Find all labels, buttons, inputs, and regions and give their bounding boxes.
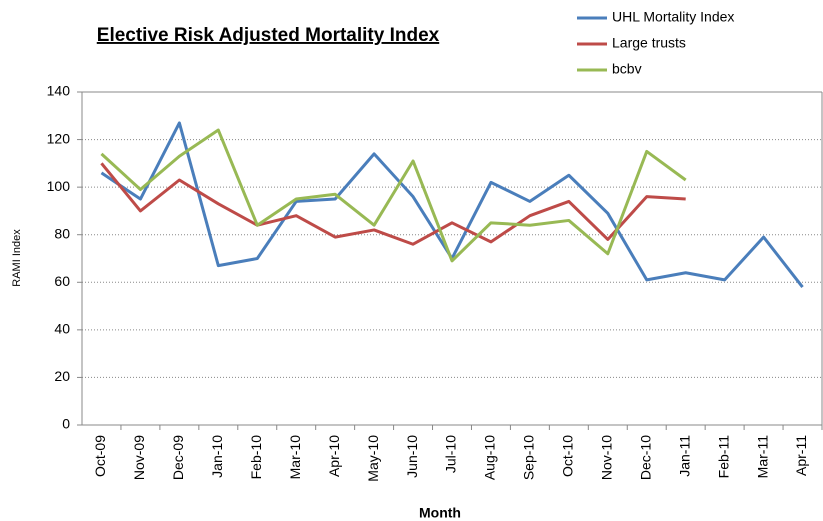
x-tick-label: Jun-10 (404, 435, 420, 478)
y-tick-label: 120 (47, 130, 71, 146)
x-tick-label: Feb-10 (248, 435, 264, 480)
y-tick-label: 100 (47, 178, 71, 194)
y-tick-label: 20 (54, 368, 70, 384)
x-axis-label: Month (419, 505, 461, 521)
x-tick-label: Feb-11 (715, 435, 731, 479)
legend-label: Large trusts (612, 35, 686, 51)
series-line (100, 162, 686, 246)
y-tick-label: 80 (54, 225, 70, 241)
y-tick-label: 40 (54, 321, 70, 337)
x-tick-label: Nov-09 (131, 435, 147, 480)
y-tick-label: 0 (62, 416, 70, 432)
x-tick-label: May-10 (365, 435, 381, 482)
x-tick-label: Jan-11 (676, 435, 692, 477)
x-tick-label: Oct-09 (92, 435, 108, 477)
legend-label: bcbv (612, 61, 642, 77)
x-tick-label: Apr-10 (326, 435, 342, 477)
chart-title: Elective Risk Adjusted Mortality Index (97, 25, 440, 46)
x-tick-label: Apr-11 (793, 435, 809, 476)
series-line (100, 128, 687, 263)
y-tick-label: 60 (54, 273, 70, 289)
y-axis-label: RAMI Index (11, 229, 23, 287)
x-tick-label: Sep-10 (521, 435, 537, 480)
x-tick-label: Mar-10 (287, 435, 303, 480)
y-tick-label: 140 (47, 83, 71, 99)
x-tick-label: Oct-10 (560, 435, 576, 477)
x-tick-label: Aug-10 (482, 435, 498, 480)
x-tick-label: Jan-10 (209, 435, 225, 478)
x-tick-label: Dec-10 (637, 435, 653, 480)
legend-label: UHL Mortality Index (612, 9, 734, 25)
x-tick-label: Jul-10 (443, 435, 459, 473)
x-tick-label: Mar-11 (754, 435, 770, 479)
series-line (100, 121, 804, 288)
x-tick-label: Dec-09 (170, 435, 186, 480)
x-tick-label: Nov-10 (598, 435, 614, 480)
